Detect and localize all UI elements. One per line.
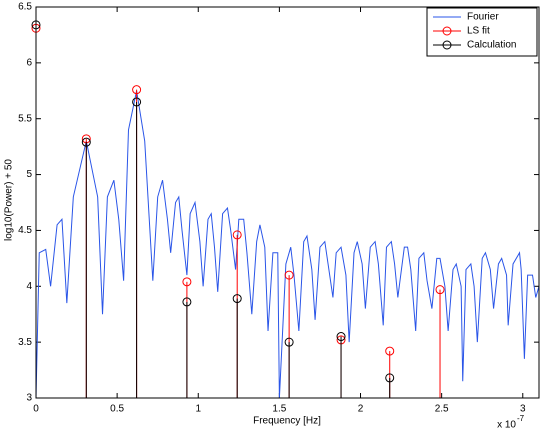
fourier-line (36, 90, 539, 398)
x-tick-label: 3 (520, 404, 526, 415)
y-axis-label: log10(Power) + 50 (4, 159, 15, 241)
x-scale-exponent: -7 (517, 414, 525, 423)
legend-box (426, 7, 538, 57)
x-tick-label: 2.5 (435, 404, 449, 415)
stem-marker (284, 270, 294, 280)
y-tick-label: 6 (26, 57, 32, 68)
y-tick-label: 4 (26, 281, 32, 292)
plot-frame (35, 6, 540, 399)
y-tick-label: 5 (26, 169, 32, 180)
stem-marker (385, 346, 395, 356)
stem-marker (132, 97, 142, 107)
legend-marker (442, 40, 452, 50)
x-tick-label: 2 (358, 404, 364, 415)
stem-marker (232, 294, 242, 304)
x-tick-label: 0 (33, 404, 39, 415)
y-tick-label: 5.5 (18, 113, 32, 124)
x-scale-base: x 10 (497, 420, 516, 430)
stem-marker (182, 277, 192, 287)
y-tick-label: 6.5 (18, 2, 32, 13)
x-tick-label: 0.5 (110, 404, 124, 415)
y-tick-label: 3.5 (18, 337, 32, 348)
x-axis-label: Frequency [Hz] (253, 416, 321, 427)
legend-label: LS fit (467, 26, 490, 37)
stem-marker (284, 337, 294, 347)
stem-marker (385, 373, 395, 383)
stem-marker (132, 85, 142, 95)
y-tick-label: 3 (26, 393, 32, 404)
x-tick-label: 1.5 (272, 404, 286, 415)
stem-marker (182, 297, 192, 307)
stem-marker (81, 137, 91, 147)
stem-marker (232, 230, 242, 240)
legend-label: Calculation (467, 40, 516, 51)
x-tick-label: 1 (195, 404, 201, 415)
y-tick-label: 4.5 (18, 225, 32, 236)
stem-marker (435, 285, 445, 295)
legend-marker (442, 26, 452, 36)
legend-label: Fourier (467, 12, 499, 23)
stem-marker (336, 332, 346, 342)
